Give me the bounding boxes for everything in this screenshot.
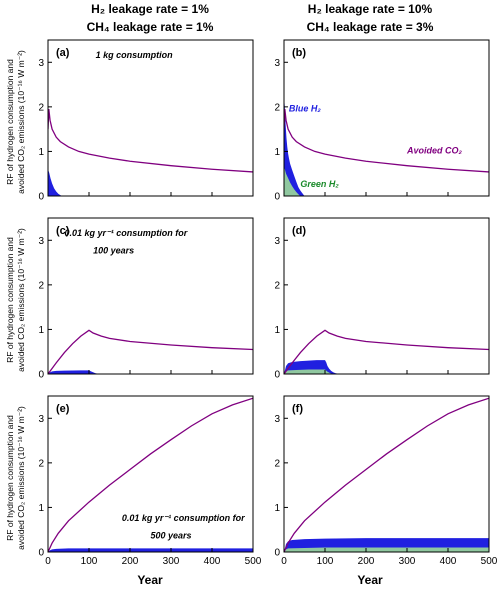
axes-frame-f	[283, 395, 490, 553]
ytick-label-d-2: 2	[274, 280, 280, 291]
xtick-label-f-1: 100	[317, 556, 334, 567]
ylabel-row1-line1: RF of hydrogen consumption and	[5, 59, 15, 185]
xtick-label-e-4: 400	[204, 556, 221, 567]
ytick-label-d-0: 0	[274, 370, 280, 381]
axes-frame-b	[283, 39, 490, 197]
ylabel-row3-line2: avoided CO₂ emissions (10⁻¹⁶ W m⁻²)	[16, 406, 26, 550]
ytick-label-e-3: 3	[38, 414, 44, 425]
plot-area-a	[48, 109, 253, 196]
panel-c: 0 1 2 3 (c)0.01 kg yr⁻¹ consumption for 100 y…	[38, 217, 254, 381]
plot-area-b	[284, 95, 489, 196]
xtick-label-f-3: 300	[399, 556, 416, 567]
series-area-b-1	[284, 95, 305, 196]
ytick-label-e-1: 1	[38, 503, 44, 514]
panel-e: 0 1 2 3 0 100 200 300 400 500 (e) 0.01 kg yr⁻¹ cons…	[38, 395, 262, 567]
xtick-label-e-3: 300	[163, 556, 180, 567]
panel-label-d: (d)	[292, 225, 306, 237]
series-line-d-0	[284, 329, 489, 374]
ylabel-row3: RF of hydrogen consumption and avoided C…	[5, 406, 26, 550]
series-line-a-0	[48, 109, 253, 173]
ylabel-row2-line1: RF of hydrogen consumption and	[5, 237, 15, 363]
panel-d: 0 1 2 3 (d)	[274, 217, 490, 381]
plot-area-c	[48, 329, 253, 374]
xtick-label-f-5: 500	[481, 556, 498, 567]
ytick-label-c-1: 1	[38, 325, 44, 336]
xtick-label-f-0: 0	[281, 556, 287, 567]
ytick-label-a-3: 3	[38, 58, 44, 69]
ytick-label-a-2: 2	[38, 102, 44, 113]
xlabel-left: Year	[137, 573, 163, 587]
plot-area-d	[284, 329, 489, 374]
annotation-b-1: Avoided CO₂	[406, 146, 463, 156]
annotation-e-1: 500 years	[150, 531, 191, 541]
panel-label-c: (c)	[56, 225, 70, 237]
ytick-label-d-1: 1	[274, 325, 280, 336]
ytick-label-c-0: 0	[38, 370, 44, 381]
plot-area-e	[48, 397, 253, 552]
ytick-label-f-1: 1	[274, 503, 280, 514]
series-area-d-2	[284, 369, 334, 374]
ytick-label-e-2: 2	[38, 458, 44, 469]
panel-label-b: (b)	[292, 47, 306, 59]
ylabel-row1: RF of hydrogen consumption and avoided C…	[5, 50, 26, 194]
xtick-label-e-1: 100	[81, 556, 98, 567]
xtick-label-f-2: 200	[358, 556, 375, 567]
xtick-label-e-5: 500	[245, 556, 262, 567]
ytick-label-f-2: 2	[274, 458, 280, 469]
series-line-b-0	[284, 109, 489, 173]
ytick-label-b-0: 0	[274, 192, 280, 203]
ytick-label-c-3: 3	[38, 236, 44, 247]
axes-frame-c	[47, 217, 254, 375]
axes-frame-e	[47, 395, 254, 553]
ylabel-row1-line2: avoided CO₂ emissions (10⁻¹⁶ W m⁻²)	[16, 50, 26, 194]
annotation-b-2: Green H₂	[300, 179, 339, 189]
annotation-a-0: 1 kg consumption	[96, 50, 174, 60]
xtick-label-f-4: 400	[440, 556, 457, 567]
axes-frame-d	[283, 217, 490, 375]
series-line-c-0	[48, 329, 253, 374]
ytick-label-b-3: 3	[274, 58, 280, 69]
ytick-label-f-3: 3	[274, 414, 280, 425]
ytick-label-f-0: 0	[274, 548, 280, 559]
ytick-label-b-1: 1	[274, 147, 280, 158]
series-area-c-1	[48, 370, 100, 374]
column-header-right-line2: CH₄ leakage rate = 3%	[307, 20, 434, 34]
panel-label-e: (e)	[56, 403, 70, 415]
ylabel-row2-line2: avoided CO₂ emissions (10⁻¹⁶ W m⁻²)	[16, 228, 26, 372]
series-area-a-1	[48, 169, 63, 196]
ytick-label-c-2: 2	[38, 280, 44, 291]
annotation-b-0: Blue H₂	[289, 103, 322, 113]
plot-area-f	[284, 397, 489, 552]
annotation-c-0: 0.01 kg yr⁻¹ consumption for	[65, 228, 188, 238]
ytick-label-a-0: 0	[38, 192, 44, 203]
xlabel-right: Year	[357, 573, 383, 587]
panel-f: 0 1 2 3 0 100 200 300 400 500 (f)	[274, 395, 498, 567]
ylabel-row2: RF of hydrogen consumption and avoided C…	[5, 228, 26, 372]
xtick-label-e-2: 200	[122, 556, 139, 567]
ytick-label-d-3: 3	[274, 236, 280, 247]
series-area-b-2	[284, 167, 301, 196]
series-area-e-1	[48, 548, 253, 552]
xtick-label-e-0: 0	[45, 556, 51, 567]
panel-label-a: (a)	[56, 47, 70, 59]
ylabel-row3-line1: RF of hydrogen consumption and	[5, 415, 15, 541]
annotation-c-1: 100 years	[93, 246, 134, 256]
ytick-label-a-1: 1	[38, 147, 44, 158]
ytick-label-e-0: 0	[38, 548, 44, 559]
annotation-e-0: 0.01 kg yr⁻¹ consumption for	[122, 513, 245, 523]
panel-b: 0 1 2 3 (b) Blue H₂ Avoided CO₂ Green H₂	[274, 39, 490, 203]
column-header-left-line1: H₂ leakage rate = 1%	[91, 2, 209, 16]
panel-a: 0 1 2 3 (a) 1 kg consumption	[38, 39, 254, 203]
column-header-right-line1: H₂ leakage rate = 10%	[308, 2, 433, 16]
axes-frame-a	[47, 39, 254, 197]
panel-label-f: (f)	[292, 403, 303, 415]
series-line-e-0	[48, 397, 253, 552]
series-area-f-2	[284, 547, 489, 552]
series-line-f-0	[284, 397, 489, 552]
ytick-label-b-2: 2	[274, 102, 280, 113]
column-header-left-line2: CH₄ leakage rate = 1%	[87, 20, 214, 34]
